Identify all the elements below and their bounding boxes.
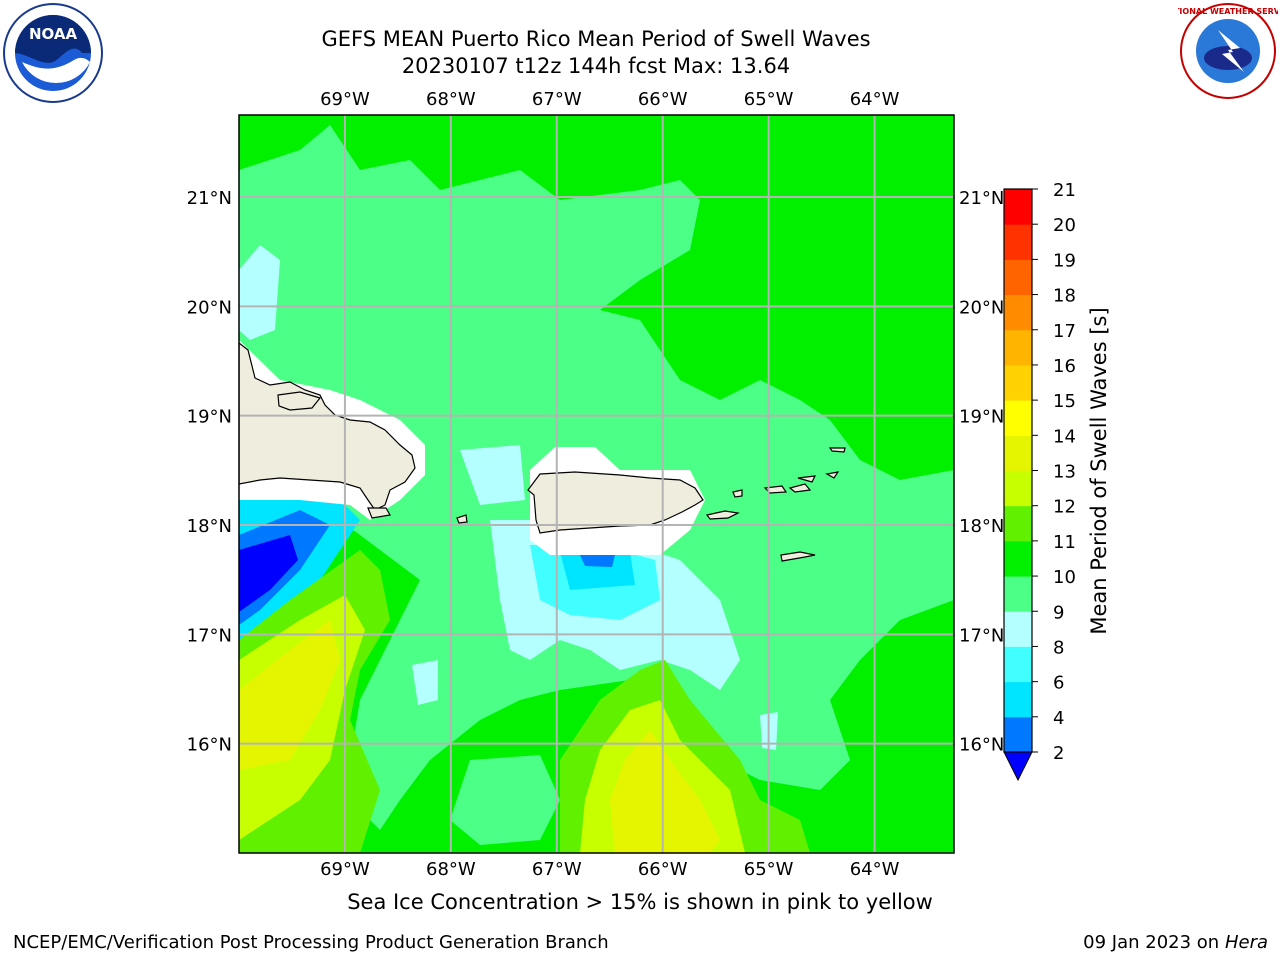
colorbar-tick-label: 13 bbox=[1053, 462, 1076, 483]
colorbar-segment bbox=[1004, 329, 1032, 366]
colorbar-segment bbox=[1004, 294, 1032, 331]
lat-label-left: 16°N bbox=[187, 735, 232, 756]
colorbar-tick-label: 11 bbox=[1053, 532, 1076, 553]
colorbar-tick-label: 16 bbox=[1053, 356, 1076, 377]
lon-label-top: 66°W bbox=[638, 89, 688, 110]
noaa-logo: NOAA bbox=[3, 3, 103, 103]
colorbar-segment bbox=[1004, 189, 1032, 225]
colorbar-tick-label: 2 bbox=[1053, 743, 1064, 764]
colorbar-segment bbox=[1004, 224, 1032, 260]
lat-label-left: 19°N bbox=[187, 407, 232, 428]
colorbar-segment bbox=[1004, 364, 1032, 401]
culebra-island bbox=[732, 489, 743, 498]
colorbar-tick-label: 19 bbox=[1053, 250, 1076, 271]
colorbar-segment bbox=[1004, 435, 1032, 471]
longitude-labels-top: 69°W 68°W 67°W 66°W 65°W 64°W bbox=[320, 89, 900, 110]
footer-date-text: 09 Jan 2023 on bbox=[1083, 932, 1220, 953]
colorbar-tick-label: 8 bbox=[1053, 637, 1064, 658]
puerto-rico-land bbox=[527, 471, 704, 534]
contour-fill-13-14 bbox=[610, 730, 720, 853]
lat-label-right: 16°N bbox=[959, 735, 1004, 756]
sea-ice-caption: Sea Ice Concentration > 15% is shown in … bbox=[347, 890, 933, 914]
contour-fill-4-6 bbox=[560, 552, 635, 590]
swell-period-field bbox=[239, 115, 954, 853]
colorbar-segment bbox=[1004, 540, 1032, 577]
contour-fill-2-4 bbox=[580, 555, 615, 567]
colorbar-segment bbox=[1004, 470, 1032, 507]
colorbar-segment bbox=[1004, 611, 1032, 647]
chart-title: GEFS MEAN Puerto Rico Mean Period of Swe… bbox=[321, 27, 871, 51]
lon-label-bottom: 69°W bbox=[320, 859, 370, 880]
lon-label-bottom: 65°W bbox=[744, 859, 794, 880]
lat-label-right: 17°N bbox=[959, 625, 1004, 646]
contour-fill-9-10 bbox=[450, 755, 560, 845]
anegada-island bbox=[825, 447, 846, 479]
lat-label-left: 21°N bbox=[187, 188, 232, 209]
lon-label-bottom: 66°W bbox=[638, 859, 688, 880]
lon-label-bottom: 64°W bbox=[850, 859, 900, 880]
colorbar-segment bbox=[1004, 716, 1032, 753]
colorbar-segment bbox=[1004, 576, 1032, 612]
chart-subtitle: 20230107 t12z 144h fcst Max: 13.64 bbox=[401, 54, 791, 78]
colorbar-segment bbox=[1004, 646, 1032, 683]
latitude-labels-left: 21°N 20°N 19°N 18°N 17°N 16°N bbox=[187, 188, 232, 756]
colorbar-tick-label: 14 bbox=[1053, 426, 1076, 447]
contour-fill-13-14 bbox=[239, 620, 340, 770]
latitude-labels-right: 21°N 20°N 19°N 18°N 17°N 16°N bbox=[959, 188, 1004, 756]
lat-label-right: 20°N bbox=[959, 297, 1004, 318]
st-croix-island bbox=[780, 551, 816, 562]
lon-label-top: 67°W bbox=[532, 89, 582, 110]
colorbar-tick-label: 12 bbox=[1053, 497, 1076, 518]
footer-date: 09 Jan 2023 on Hera bbox=[1083, 932, 1268, 953]
lon-label-top: 69°W bbox=[320, 89, 370, 110]
map-frame bbox=[238, 114, 955, 854]
vieques-island bbox=[705, 510, 740, 520]
colorbar-tick-label: 6 bbox=[1053, 673, 1064, 694]
colorbar-tick-label: 15 bbox=[1053, 391, 1076, 412]
colorbar-extend-arrow bbox=[1003, 751, 1033, 782]
lat-label-right: 21°N bbox=[959, 188, 1004, 209]
lon-label-top: 68°W bbox=[426, 89, 476, 110]
colorbar-segment bbox=[1004, 505, 1032, 542]
samana-coast bbox=[277, 391, 322, 411]
lat-label-left: 20°N bbox=[187, 297, 232, 318]
colorbar-segment bbox=[1004, 259, 1032, 296]
contour-fill-8-9 bbox=[460, 445, 525, 505]
beata-island bbox=[367, 507, 391, 519]
nws-logo-text: NATIONAL WEATHER SERVICE bbox=[1178, 7, 1278, 16]
nws-logo: NATIONAL WEATHER SERVICE bbox=[1178, 3, 1278, 99]
colorbar-tick-label: 17 bbox=[1053, 321, 1076, 342]
mona-island bbox=[456, 514, 468, 524]
contour-fill-below-2 bbox=[239, 535, 298, 612]
colorbar-tick-label: 4 bbox=[1053, 708, 1064, 729]
colorbar-segment bbox=[1004, 400, 1032, 436]
colorbar-tick-label: 18 bbox=[1053, 286, 1076, 307]
noaa-logo-text: NOAA bbox=[29, 25, 78, 43]
colorbar-segment bbox=[1004, 681, 1032, 718]
colorbar-tick-label: 20 bbox=[1053, 215, 1076, 236]
footer-credit: NCEP/EMC/Verification Post Processing Pr… bbox=[13, 932, 609, 953]
contour-fill-8-9 bbox=[412, 660, 438, 705]
lat-label-right: 18°N bbox=[959, 516, 1004, 537]
lon-label-bottom: 67°W bbox=[532, 859, 582, 880]
colorbar: 2 4 6 8 9 10 11 12 13 14 15 16 17 18 19 20 21 bbox=[1003, 180, 1076, 782]
contour-fill-8-9 bbox=[239, 245, 280, 340]
footer-machine: Hera bbox=[1224, 932, 1268, 953]
hispaniola-land bbox=[239, 342, 416, 511]
lon-label-bottom: 68°W bbox=[426, 859, 476, 880]
lat-label-right: 19°N bbox=[959, 407, 1004, 428]
lat-label-left: 18°N bbox=[187, 516, 232, 537]
graticule bbox=[239, 115, 954, 853]
longitude-labels-bottom: 69°W 68°W 67°W 66°W 65°W 64°W bbox=[320, 859, 900, 880]
lon-label-top: 65°W bbox=[744, 89, 794, 110]
colorbar-tick-label: 9 bbox=[1053, 602, 1064, 623]
lon-label-top: 64°W bbox=[850, 89, 900, 110]
colorbar-tick-label: 10 bbox=[1053, 567, 1076, 588]
colorbar-label: Mean Period of Swell Waves [s] bbox=[1087, 307, 1111, 635]
colorbar-tick-label: 21 bbox=[1053, 180, 1076, 201]
lat-label-left: 17°N bbox=[187, 625, 232, 646]
